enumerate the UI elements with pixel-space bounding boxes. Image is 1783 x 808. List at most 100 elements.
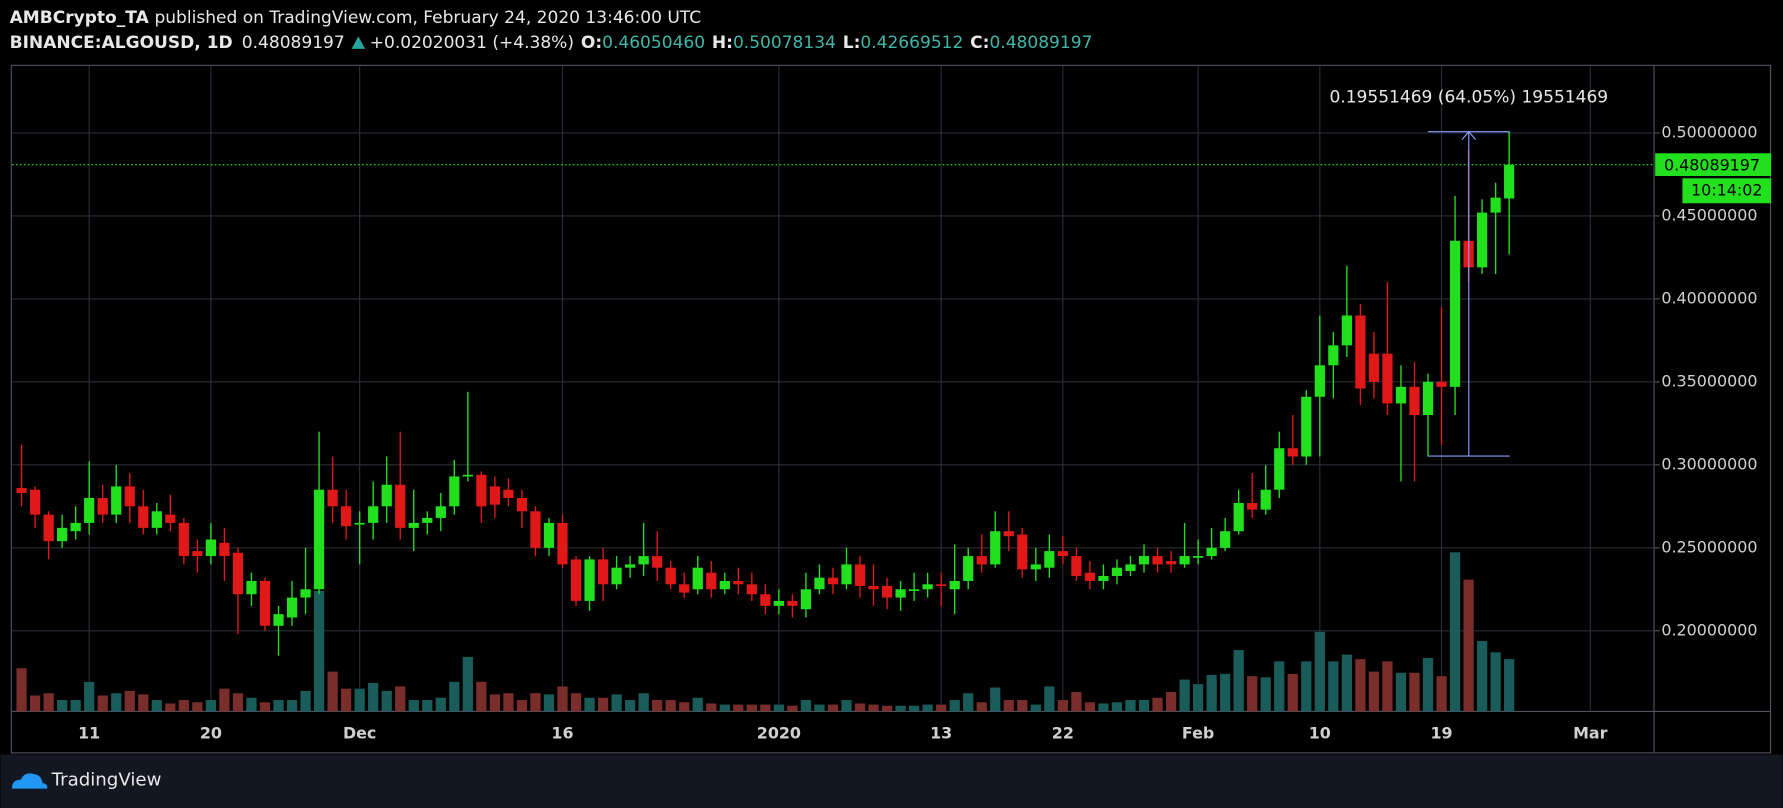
volume-bar bbox=[1463, 579, 1474, 712]
candle-body bbox=[70, 522, 81, 532]
candle-body bbox=[543, 522, 555, 548]
y-tick-label: 0.45000000 bbox=[1661, 205, 1757, 224]
logo: TradingView bbox=[11, 770, 162, 791]
candle-body bbox=[97, 498, 108, 515]
candle-body bbox=[16, 488, 27, 494]
volume-bar bbox=[1422, 657, 1434, 712]
candle-body bbox=[760, 594, 771, 606]
volume-bar bbox=[922, 704, 933, 712]
candle-body bbox=[1220, 531, 1231, 548]
volume-bar bbox=[300, 690, 311, 712]
volume-bar bbox=[1314, 631, 1325, 712]
candle-body bbox=[1409, 386, 1420, 416]
volume-bar bbox=[1138, 700, 1150, 712]
volume-bar bbox=[1382, 661, 1393, 712]
candle-body bbox=[1138, 556, 1150, 565]
author: AMBCrypto_TA bbox=[10, 8, 150, 28]
y-tick-label: 0.40000000 bbox=[1661, 288, 1757, 307]
candle-body bbox=[1098, 575, 1109, 581]
volume-bar bbox=[16, 668, 27, 712]
volume-bar bbox=[638, 693, 649, 712]
y-tick-label: 0.50000000 bbox=[1661, 122, 1757, 141]
candle-body bbox=[1260, 489, 1271, 510]
volume-bar bbox=[827, 704, 839, 712]
candle-body bbox=[286, 597, 298, 618]
candle-body bbox=[138, 506, 149, 528]
measure-arrow bbox=[1461, 130, 1477, 140]
x-tick-label: 20 bbox=[200, 724, 222, 743]
candle-body bbox=[273, 614, 284, 626]
volume-bar bbox=[313, 590, 325, 712]
volume-bar bbox=[530, 693, 541, 712]
up-arrow-icon bbox=[351, 36, 366, 49]
candle-body bbox=[1341, 315, 1352, 346]
volume-bar bbox=[138, 694, 149, 712]
candle-body bbox=[1422, 381, 1434, 416]
volume-bar bbox=[1355, 659, 1366, 712]
candle-body bbox=[611, 567, 622, 585]
last-price: 0.48089197 bbox=[242, 33, 345, 53]
volume-bar bbox=[273, 700, 284, 712]
volume-bar bbox=[841, 700, 852, 712]
volume-bar bbox=[1125, 700, 1136, 712]
volume-bar bbox=[1274, 661, 1285, 712]
volume-bar bbox=[760, 704, 771, 712]
candle-body bbox=[814, 577, 825, 590]
ohlc-label: O: bbox=[581, 33, 602, 53]
volume-bar bbox=[719, 704, 730, 712]
volume-bar bbox=[462, 656, 473, 712]
countdown: 10:14:02 bbox=[1691, 180, 1762, 199]
volume-bar bbox=[1395, 672, 1407, 712]
candle-body bbox=[124, 486, 135, 507]
candle-body bbox=[1192, 556, 1204, 558]
volume-bar bbox=[814, 704, 825, 712]
x-tick-label: 13 bbox=[930, 724, 952, 743]
candle-body bbox=[57, 527, 68, 542]
candle-body bbox=[1382, 353, 1393, 404]
volume-bar bbox=[1490, 652, 1501, 712]
volume-bar bbox=[84, 681, 95, 712]
candle-body bbox=[1504, 164, 1515, 199]
candle-body bbox=[665, 567, 676, 585]
candle-body bbox=[1179, 556, 1190, 565]
candle-body bbox=[733, 580, 744, 585]
candle-body bbox=[1003, 531, 1014, 537]
volume-bar bbox=[706, 703, 717, 712]
volume-bar bbox=[1071, 692, 1082, 712]
candle-body bbox=[435, 506, 446, 518]
candle-body bbox=[990, 531, 1001, 565]
candle-body bbox=[584, 559, 595, 601]
candle-body bbox=[679, 584, 690, 593]
volume-bar bbox=[1111, 702, 1123, 712]
volume-bar bbox=[625, 700, 636, 712]
candle-body bbox=[516, 498, 528, 512]
candle-body bbox=[787, 600, 798, 606]
volume-bar bbox=[597, 697, 609, 712]
volume-bar bbox=[1044, 686, 1055, 712]
candle-body bbox=[1111, 567, 1123, 576]
y-tick-label: 0.30000000 bbox=[1661, 454, 1757, 473]
volume-bar bbox=[1179, 679, 1190, 712]
volume-bar bbox=[1003, 700, 1014, 712]
candle-body bbox=[165, 514, 176, 523]
candle-body bbox=[354, 522, 365, 525]
volume-bar bbox=[1260, 677, 1271, 712]
volume-bar bbox=[503, 693, 514, 712]
volume-bar bbox=[124, 690, 135, 712]
volume-bar bbox=[1409, 672, 1420, 712]
x-tick-label: 10 bbox=[1309, 724, 1331, 743]
candle-body bbox=[43, 514, 54, 542]
volume-bar bbox=[854, 703, 866, 712]
volume-bar bbox=[29, 695, 41, 712]
volume-bar bbox=[1152, 697, 1163, 712]
candle-body bbox=[300, 589, 311, 598]
header-line-1: AMBCrypto_TA published on TradingView.com… bbox=[10, 8, 701, 28]
panel-border bbox=[10, 64, 1772, 754]
candle-body bbox=[462, 474, 473, 477]
candle-body bbox=[84, 498, 95, 523]
candle-body bbox=[178, 522, 189, 557]
volume-bar bbox=[151, 700, 162, 712]
volume-bar bbox=[489, 694, 501, 712]
volume-bar bbox=[895, 705, 906, 712]
